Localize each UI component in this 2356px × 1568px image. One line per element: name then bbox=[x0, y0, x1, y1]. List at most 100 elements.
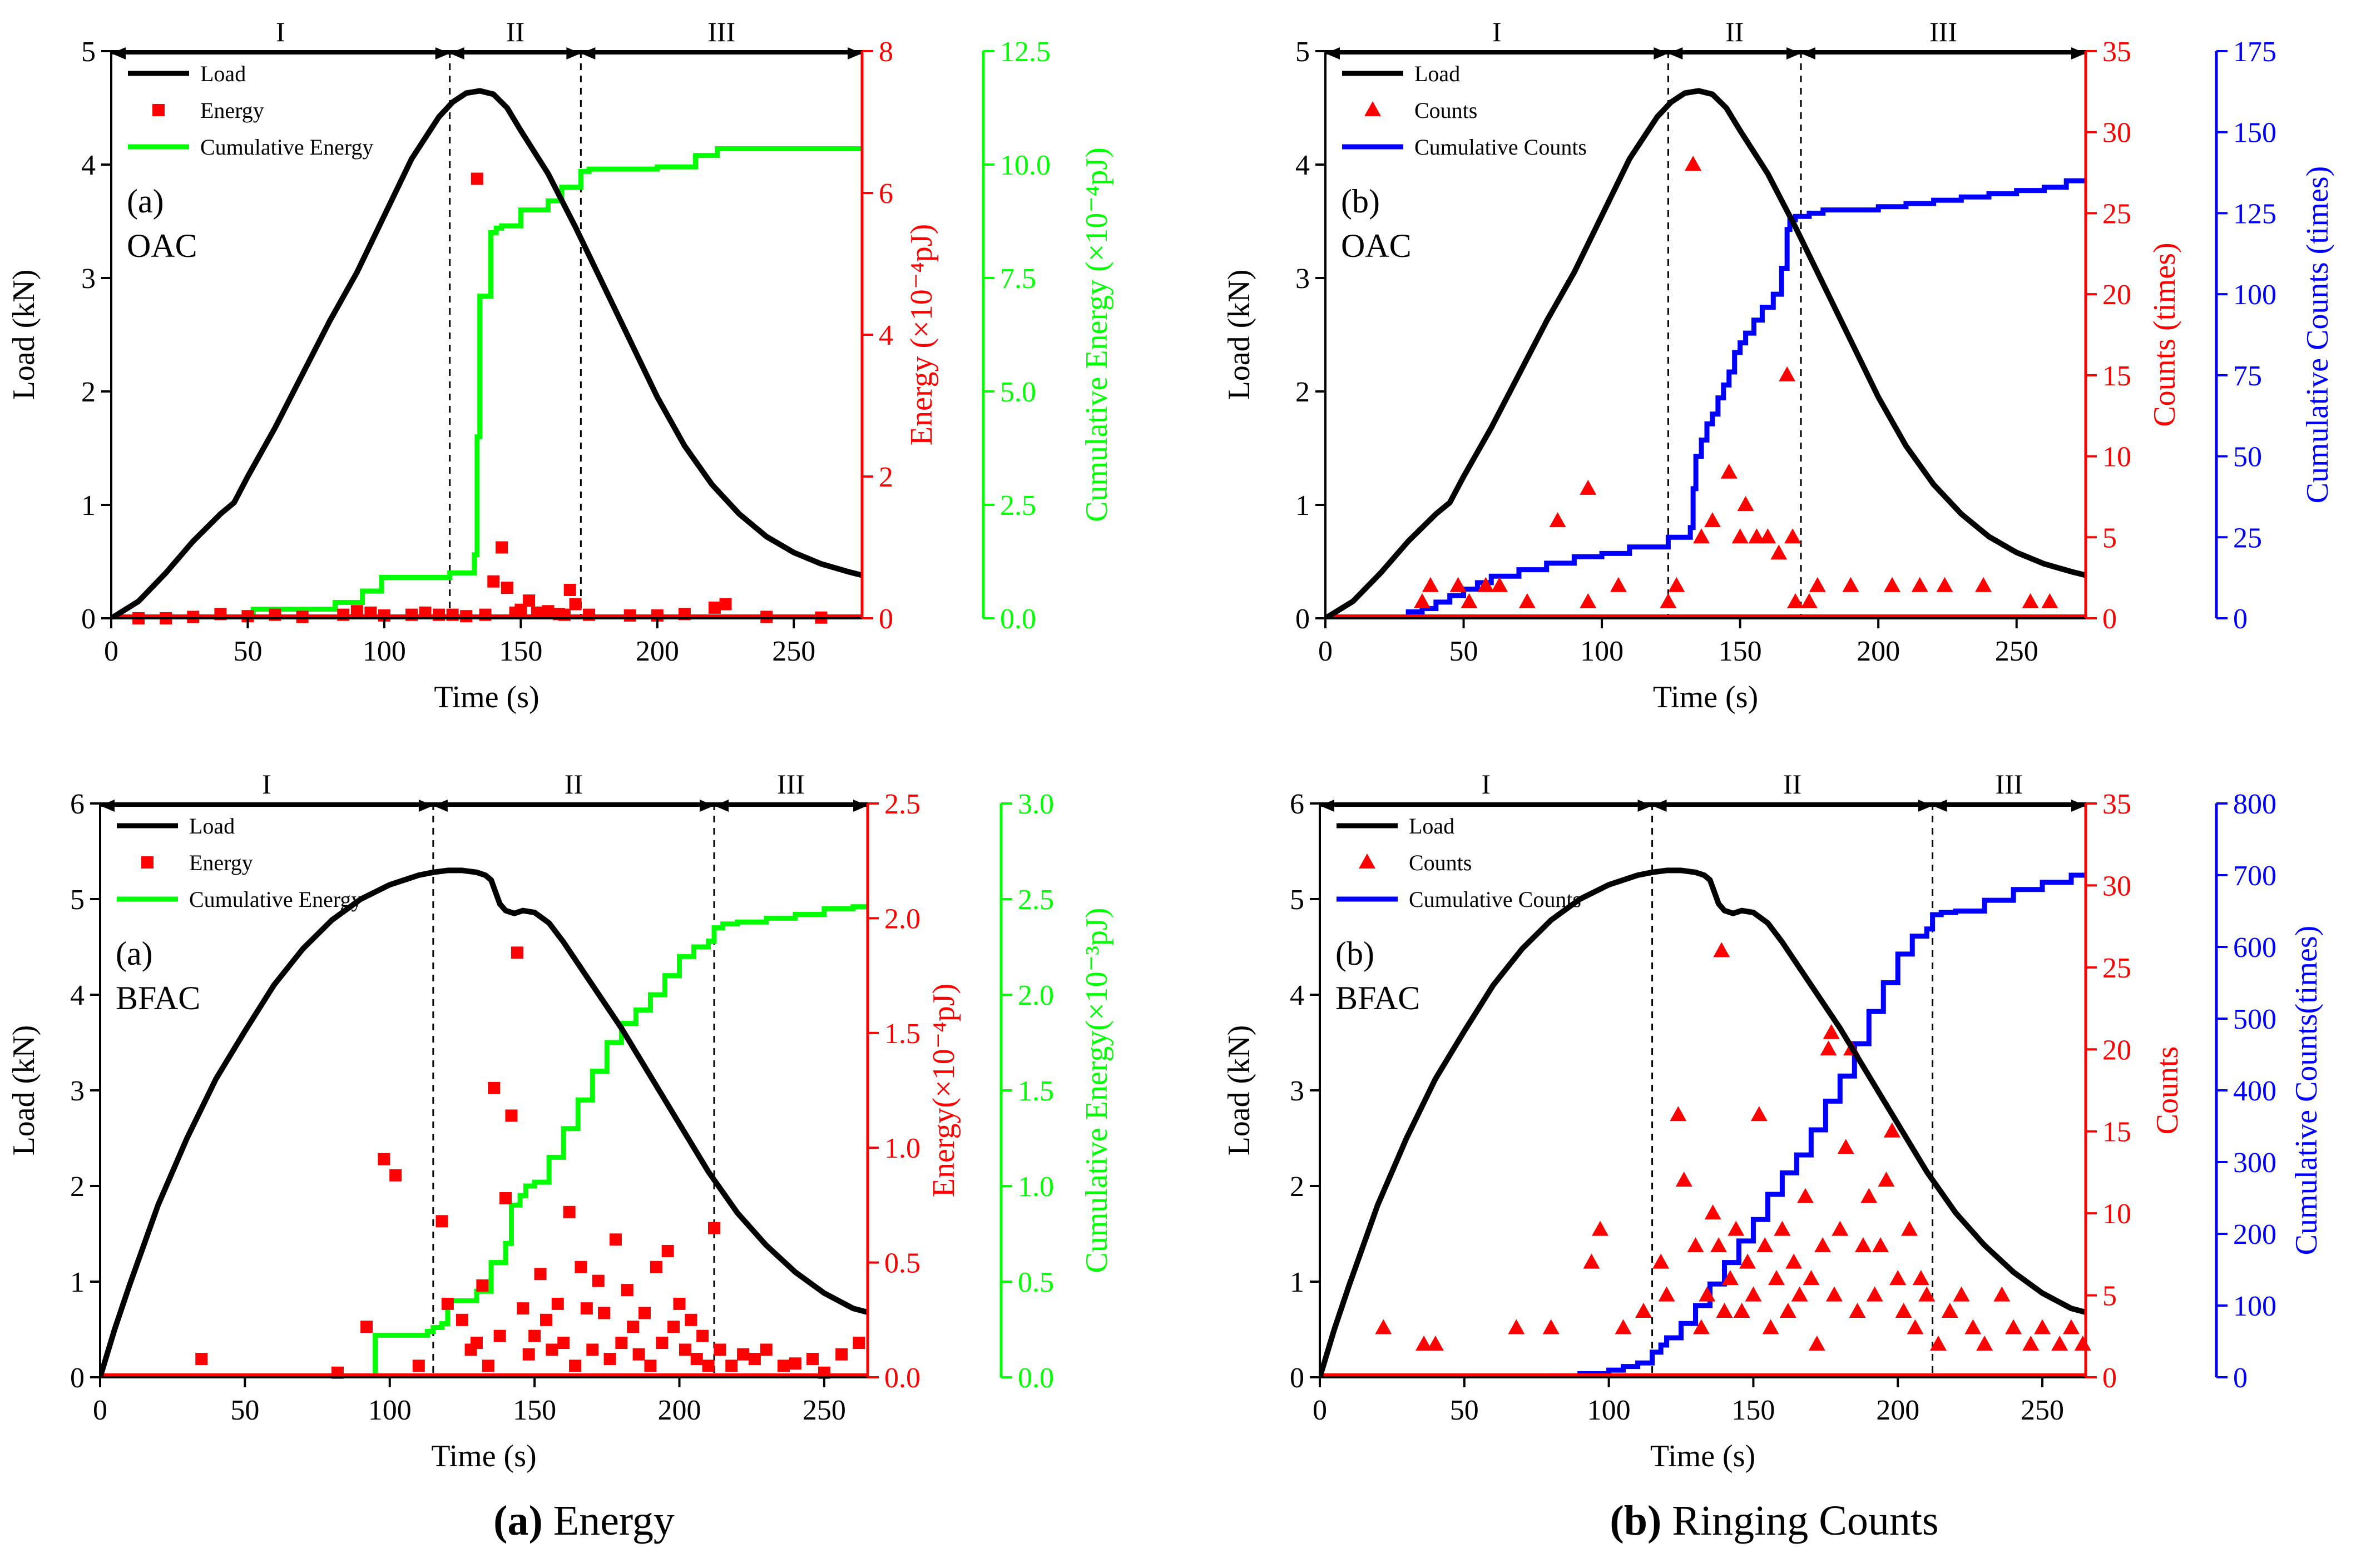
y2-tick-label: 5 bbox=[2102, 1281, 2117, 1312]
scatter-point bbox=[1699, 1286, 1716, 1302]
scatter-point bbox=[419, 606, 432, 619]
scatter-point bbox=[1413, 593, 1431, 608]
stage-arrow-head bbox=[1800, 47, 1815, 59]
scatter-point bbox=[1975, 577, 1992, 592]
y2-tick-label: 4 bbox=[879, 320, 893, 351]
x-tick-label: 0 bbox=[104, 636, 118, 667]
y2-tick-label: 6 bbox=[879, 178, 893, 210]
scatter-point bbox=[748, 1352, 761, 1365]
scatter-point bbox=[470, 1337, 483, 1349]
scatter-point bbox=[1791, 1286, 1808, 1302]
scatter-point bbox=[760, 611, 773, 623]
scatter-point bbox=[523, 594, 536, 607]
x-axis-label: Time (s) bbox=[434, 680, 539, 714]
scatter-point bbox=[2051, 1336, 2068, 1351]
scatter-point bbox=[1907, 1319, 1924, 1334]
y2-axis-label: Energy(×10⁻⁴pJ) bbox=[927, 984, 961, 1197]
legend-scatter-swatch bbox=[152, 104, 165, 116]
scatter-point bbox=[569, 598, 582, 611]
stage-arrow-head bbox=[111, 47, 126, 59]
scatter-point bbox=[214, 608, 227, 621]
y-tick-label: 5 bbox=[1295, 36, 1310, 68]
scatter-point bbox=[818, 1366, 830, 1379]
scatter-point bbox=[853, 1337, 865, 1349]
scatter-point bbox=[1878, 1172, 1895, 1187]
stage-arrow-head bbox=[1654, 47, 1669, 59]
panel-label: (a) bbox=[116, 935, 153, 972]
scatter-point bbox=[1739, 1253, 1756, 1269]
scatter-point bbox=[1770, 544, 1788, 560]
scatter-point bbox=[360, 1321, 373, 1333]
y-tick-label: 4 bbox=[70, 980, 85, 1011]
scatter-point bbox=[378, 1153, 390, 1165]
scatter-point bbox=[1716, 1303, 1733, 1318]
scatter-point bbox=[1779, 366, 1796, 381]
scatter-point bbox=[1901, 1220, 1918, 1236]
scatter-point bbox=[522, 1348, 535, 1361]
scatter-point bbox=[1803, 1270, 1820, 1286]
y-tick-label: 5 bbox=[1290, 884, 1304, 916]
scatter-point bbox=[1929, 1336, 1947, 1351]
scatter-point bbox=[615, 1337, 628, 1349]
x-tick-label: 50 bbox=[230, 1395, 259, 1426]
stage-arrow-head bbox=[2071, 47, 2086, 59]
y3-tick-label: 175 bbox=[2233, 36, 2276, 68]
stage-arrow-head bbox=[1668, 47, 1683, 59]
scatter-point bbox=[499, 1192, 512, 1205]
material-label: BFAC bbox=[116, 980, 200, 1016]
y-axis-label: Load (kN) bbox=[7, 270, 41, 400]
stage-label: I bbox=[262, 768, 271, 800]
scatter-point bbox=[557, 1337, 570, 1349]
scatter-point bbox=[1759, 528, 1776, 544]
panel-label: (a) bbox=[127, 183, 164, 220]
scatter-point bbox=[1768, 1270, 1785, 1286]
y-tick-label: 5 bbox=[70, 884, 85, 916]
stage-arrow-head bbox=[714, 800, 729, 812]
scatter-point bbox=[2034, 1319, 2051, 1334]
scatter-point bbox=[1785, 1253, 1803, 1269]
y-tick-label: 3 bbox=[1290, 1075, 1304, 1107]
scatter-point bbox=[760, 1343, 773, 1356]
scatter-point bbox=[1549, 512, 1566, 528]
y-tick-label: 2 bbox=[81, 376, 96, 408]
scatter-point bbox=[1854, 1237, 1872, 1253]
scatter-point bbox=[1796, 1188, 1814, 1203]
scatter-point bbox=[1508, 1319, 1525, 1334]
y2-tick-label: 30 bbox=[2102, 870, 2131, 902]
scatter-point bbox=[539, 1313, 552, 1326]
scatter-point bbox=[493, 1329, 506, 1342]
y3-tick-label: 2.5 bbox=[1018, 884, 1054, 916]
y3-axis-label: Cumulative Counts(times) bbox=[2289, 926, 2324, 1256]
scatter-point bbox=[702, 1359, 715, 1372]
material-label: OAC bbox=[127, 227, 197, 264]
scatter-point bbox=[1866, 1286, 1883, 1302]
scatter-point bbox=[296, 611, 309, 623]
scatter-point bbox=[1675, 1172, 1692, 1187]
y-tick-label: 1 bbox=[1290, 1267, 1304, 1298]
scatter-point bbox=[505, 1109, 518, 1122]
stage-arrow-head bbox=[449, 47, 464, 59]
scatter-point bbox=[1660, 593, 1677, 608]
stage-arrow-head bbox=[1652, 800, 1667, 812]
x-tick-label: 0 bbox=[93, 1395, 107, 1426]
legend-cumulative-label: Cumulative Counts bbox=[1414, 135, 1587, 160]
scatter-point bbox=[2022, 1336, 2040, 1351]
scatter-point bbox=[708, 1222, 720, 1234]
scatter-point bbox=[603, 1352, 616, 1365]
stage-arrow-head bbox=[566, 47, 581, 59]
scatter-point bbox=[598, 1307, 611, 1319]
stage-label: III bbox=[777, 768, 805, 800]
scatter-point bbox=[678, 608, 691, 621]
y3-tick-label: 3.0 bbox=[1018, 788, 1054, 820]
scatter-point bbox=[708, 601, 721, 614]
y2-tick-label: 8 bbox=[879, 36, 893, 68]
scatter-point bbox=[1610, 577, 1627, 592]
scatter-point bbox=[1668, 577, 1685, 592]
stage-label: II bbox=[506, 16, 524, 47]
y-tick-label: 0 bbox=[81, 603, 96, 635]
stage-arrow-head bbox=[435, 47, 450, 59]
y3-tick-label: 12.5 bbox=[1000, 36, 1051, 68]
x-tick-label: 150 bbox=[499, 636, 542, 667]
y2-tick-label: 0.5 bbox=[884, 1248, 920, 1279]
